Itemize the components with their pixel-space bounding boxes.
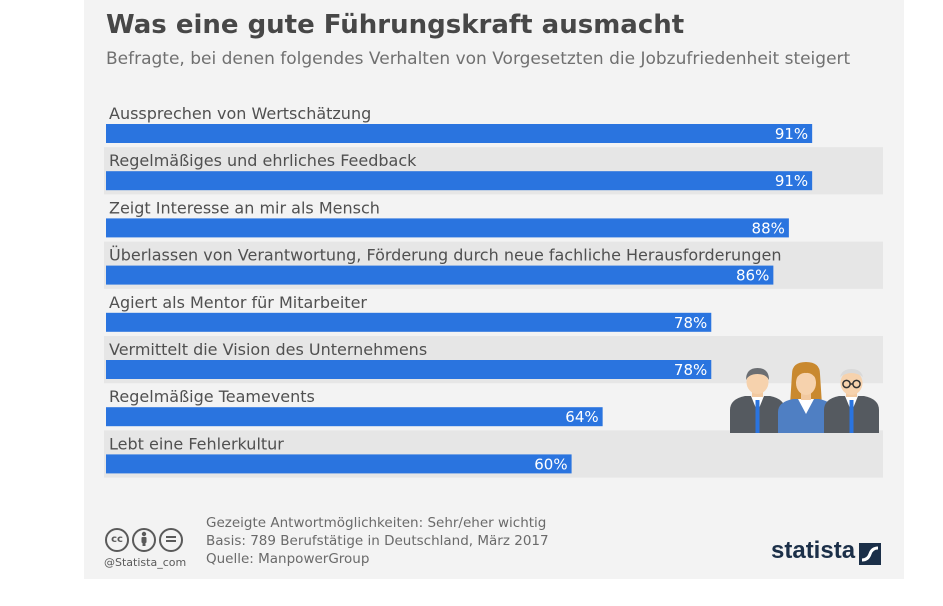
person-man-icon	[730, 368, 785, 433]
bar[interactable]	[106, 265, 774, 285]
footer-notes: Gezeigte Antwortmöglichkeiten: Sehr/eher…	[206, 514, 549, 568]
category-label: Regelmäßiges und ehrliches Feedback	[109, 151, 417, 170]
bar[interactable]	[106, 124, 813, 143]
statista-credit[interactable]: @Statista_com	[104, 556, 187, 569]
license-icons: cc	[105, 528, 186, 552]
nd-icon[interactable]	[159, 528, 183, 552]
value-label: 64%	[565, 408, 598, 426]
footer-note-source: Quelle: ManpowerGroup	[206, 551, 370, 567]
people-illustration	[730, 362, 879, 433]
person-woman-icon	[778, 362, 834, 433]
by-icon[interactable]	[132, 528, 156, 552]
value-label: 78%	[674, 361, 707, 379]
statista-logo-icon	[859, 543, 881, 565]
footer-note-answers: Gezeigte Antwortmöglichkeiten: Sehr/eher…	[206, 515, 547, 531]
bar[interactable]	[106, 360, 712, 379]
bar[interactable]	[106, 171, 813, 191]
bar[interactable]	[106, 454, 572, 474]
statista-logo[interactable]: statista	[771, 537, 856, 564]
chart-title: Was eine gute Führungskraft ausmacht	[106, 10, 685, 40]
footer-note-basis: Basis: 789 Berufstätige in Deutschland, …	[206, 533, 549, 549]
value-label: 91%	[775, 125, 808, 143]
value-label: 86%	[736, 267, 769, 285]
bar[interactable]	[106, 312, 712, 332]
chart-card	[84, 0, 904, 579]
category-label: Zeigt Interesse an mir als Mensch	[109, 198, 380, 217]
value-label: 60%	[534, 455, 567, 473]
chart-subtitle: Befragte, bei denen folgendes Verhalten …	[106, 49, 851, 69]
bar[interactable]	[106, 407, 603, 427]
category-label: Aussprechen von Wertschätzung	[109, 104, 371, 123]
category-label: Vermittelt die Vision des Unternehmens	[109, 340, 427, 359]
value-label: 88%	[752, 219, 785, 237]
category-label: Agiert als Mentor für Mitarbeiter	[109, 293, 367, 312]
category-label: Regelmäßige Teamevents	[109, 387, 315, 406]
value-label: 91%	[775, 172, 808, 190]
category-label: Lebt eine Fehlerkultur	[109, 434, 284, 453]
bar[interactable]	[106, 218, 789, 238]
value-label: 78%	[674, 314, 707, 332]
category-label: Überlassen von Verantwortung, Förderung …	[109, 246, 781, 265]
person-older-man-icon	[824, 369, 879, 433]
cc-icon[interactable]: cc	[105, 528, 129, 552]
